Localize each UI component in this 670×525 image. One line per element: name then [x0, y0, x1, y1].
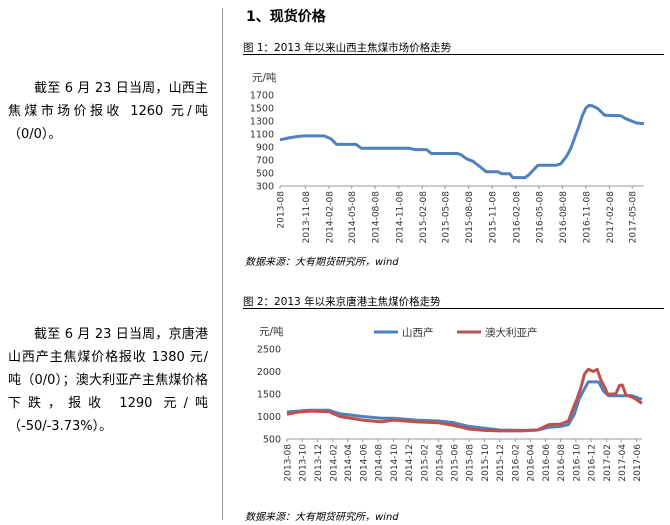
x-tick-label: 2013-08	[284, 444, 294, 482]
figure-1-title: 图 1：2013 年以来山西主焦煤市场价格走势	[243, 42, 452, 54]
y-tick-label: 1700	[250, 91, 274, 102]
x-tick-label: 2014-04	[344, 444, 354, 482]
x-tick-label: 2016-10	[572, 444, 582, 482]
y-tick-label: 300	[256, 182, 274, 193]
x-tick-label: 2017-05-08	[629, 191, 639, 244]
legend-label-2: 澳大利亚产	[485, 326, 538, 339]
x-tick-label: 2013-11-08	[302, 191, 312, 244]
column-divider	[222, 8, 223, 520]
x-tick-label: 2017-06	[633, 444, 643, 482]
figure-2-title: 图 2：2013 年以来京唐港主焦煤价格走势	[243, 296, 441, 308]
x-tick-label: 2017-02	[603, 444, 613, 482]
x-tick-label: 2014-05-08	[348, 191, 358, 244]
x-tick-label: 2016-11-08	[582, 191, 592, 244]
left-paragraph-1: 截至 6 月 23 日当周，山西主焦煤市场价报收 1260 元/吨（0/0）。	[8, 81, 208, 142]
x-tick-label: 2017-02-08	[606, 191, 616, 244]
y-tick-label: 900	[256, 143, 274, 154]
x-tick-label: 2016-02-08	[512, 191, 522, 244]
x-tick-label: 2015-08-08	[465, 191, 475, 244]
series-line-2	[286, 367, 643, 433]
x-tick-label: 2015-12	[496, 444, 506, 482]
x-tick-label: 2014-06	[359, 444, 369, 482]
x-tick-label: 2015-06	[451, 444, 461, 482]
y-tick-label: 500	[256, 169, 274, 180]
x-tick-label: 2014-02-08	[325, 191, 335, 244]
y-tick-label: 1500	[257, 390, 281, 401]
y-tick-label: 1100	[250, 130, 274, 141]
y-tick-label: 700	[256, 156, 274, 167]
figure-2-source: 数据来源：大有期货研究所，wind	[245, 512, 399, 523]
x-tick-label: 2014-08	[375, 444, 385, 482]
x-tick-label: 2015-11-08	[489, 191, 499, 244]
x-tick-label: 2015-02	[421, 444, 431, 482]
x-tick-label: 2014-12	[405, 444, 415, 482]
x-tick-label: 2013-10	[299, 444, 309, 482]
left-paragraph-2: 截至 6 月 23 日当周，京唐港山西产主焦煤价格报收 1380 元/吨（0/0…	[8, 327, 208, 434]
section-title: 1、现货价格	[246, 9, 326, 25]
x-tick-label: 2016-08	[557, 444, 567, 482]
y-tick-label: 1500	[250, 104, 274, 115]
x-tick-label: 2016-08-08	[559, 191, 569, 244]
legend-label-1: 山西产	[402, 326, 434, 339]
x-tick-label: 2013-12	[314, 444, 324, 482]
x-tick-label: 2016-05-08	[535, 191, 545, 244]
y-unit-label: 元/吨	[259, 325, 284, 338]
y-tick-label: 2000	[257, 367, 281, 378]
x-tick-label: 2017-04	[618, 444, 628, 482]
x-tick-label: 2016-12	[588, 444, 598, 482]
y-tick-label: 1300	[250, 117, 274, 128]
figure-1-source: 数据来源：大有期货研究所，wind	[245, 257, 399, 268]
x-tick-label: 2015-08	[466, 444, 476, 482]
x-tick-label: 2016-06	[542, 444, 552, 482]
y-tick-label: 1000	[257, 412, 281, 423]
y-tick-label: 500	[263, 435, 281, 446]
y-unit-label: 元/吨	[252, 71, 277, 84]
x-tick-label: 2014-10	[390, 444, 400, 482]
y-tick-label: 2500	[257, 345, 281, 356]
series-line-1	[279, 103, 645, 180]
series-line-1	[286, 380, 643, 432]
x-tick-label: 2014-11-08	[395, 191, 405, 244]
x-tick-label: 2014-08-08	[372, 191, 382, 244]
x-tick-label: 2015-04	[435, 444, 445, 482]
x-tick-label: 2016-04	[527, 444, 537, 482]
x-tick-label: 2015-05-08	[442, 191, 452, 244]
x-tick-label: 2015-02-08	[419, 191, 429, 244]
x-tick-label: 2014-02	[329, 444, 339, 482]
x-tick-label: 2016-02	[512, 444, 522, 482]
figure-2-rule	[243, 308, 664, 309]
figure-1-rule	[243, 54, 664, 55]
x-tick-label: 2013-08	[277, 191, 287, 229]
x-tick-label: 2015-10	[481, 444, 491, 482]
